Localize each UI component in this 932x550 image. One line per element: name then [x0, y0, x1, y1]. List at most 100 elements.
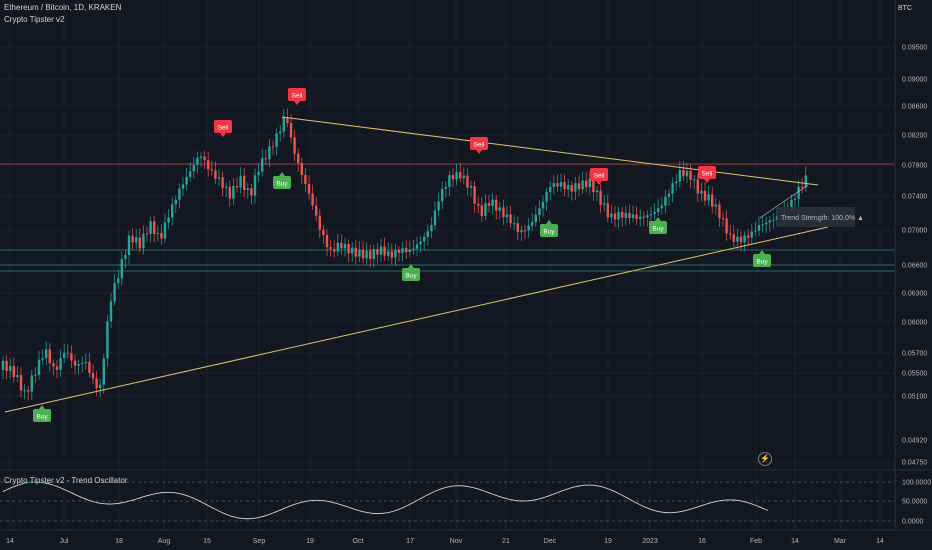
- signal-pointer: [596, 181, 602, 185]
- candle-body: [412, 248, 415, 250]
- candle-body: [466, 175, 469, 188]
- sell-signal[interactable]: Sell: [470, 137, 488, 154]
- candle-body: [700, 190, 703, 194]
- osc-segment: [284, 506, 289, 509]
- signal-label: Buy: [276, 181, 288, 188]
- osc-segment: [434, 489, 439, 492]
- signal-pointer: [759, 250, 765, 254]
- osc-segment: [68, 491, 73, 494]
- osc-segment: [485, 491, 490, 494]
- candle-body: [149, 221, 152, 234]
- sell-signal[interactable]: Sell: [698, 166, 716, 183]
- candle-body: [181, 184, 185, 189]
- osc-segment: [302, 500, 307, 503]
- candle-body: [563, 182, 566, 190]
- osc-segment: [545, 495, 550, 498]
- osc-segment: [92, 501, 97, 503]
- candle-body: [675, 181, 678, 184]
- osc-segment: [410, 501, 415, 505]
- osc-segment: [506, 498, 511, 500]
- candle-body: [415, 244, 419, 249]
- candle-body: [282, 117, 285, 132]
- osc-segment: [80, 496, 85, 499]
- buy-signal[interactable]: Buy: [402, 264, 420, 281]
- osc-segment: [617, 492, 622, 496]
- buy-signal[interactable]: Buy: [540, 220, 558, 237]
- candle-body: [138, 237, 141, 249]
- osc-segment: [128, 499, 133, 502]
- osc-segment: [338, 503, 343, 506]
- osc-segment: [638, 503, 643, 507]
- buy-signal[interactable]: Buy: [273, 172, 291, 189]
- candle-body: [27, 390, 30, 392]
- buy-signal[interactable]: Buy: [33, 405, 51, 422]
- candle-body: [239, 175, 242, 188]
- osc-segment: [56, 486, 61, 489]
- candle-body: [174, 199, 177, 205]
- osc-tick-label: 100.0000: [902, 480, 931, 487]
- price-tick-label: 0.06300: [902, 291, 927, 298]
- osc-segment: [563, 488, 568, 491]
- osc-segment: [59, 487, 64, 490]
- candle-body: [210, 169, 213, 171]
- candle-body: [642, 216, 645, 218]
- indicator-title[interactable]: Crypto Tipster v2: [4, 15, 65, 24]
- osc-segment: [509, 499, 514, 501]
- osc-segment: [440, 487, 445, 490]
- osc-segment: [137, 497, 142, 499]
- signal-label: Sell: [292, 93, 303, 100]
- osc-segment: [422, 495, 427, 498]
- osc-segment: [653, 509, 658, 512]
- time-tick-label: Nov: [450, 538, 463, 545]
- osc-segment: [680, 510, 685, 513]
- price-tick-label: 0.09000: [902, 77, 927, 84]
- sell-signal[interactable]: Sell: [590, 168, 608, 185]
- time-tick-label: Feb: [750, 538, 762, 545]
- osc-segment: [47, 483, 52, 485]
- time-tick-label: Mar: [834, 538, 847, 545]
- candle-body: [70, 353, 73, 361]
- osc-segment: [620, 494, 625, 497]
- sell-signal[interactable]: Sell: [288, 88, 306, 105]
- osc-segment: [50, 483, 55, 486]
- candle-body: [59, 357, 62, 370]
- time-tick-label: Dec: [544, 538, 557, 545]
- osc-segment: [89, 500, 94, 503]
- osc-segment: [335, 502, 340, 505]
- signal-pointer: [655, 217, 661, 221]
- osc-segment: [404, 504, 409, 508]
- symbol-title[interactable]: Ethereum / Bitcoin, 1D, KRAKEN: [4, 3, 122, 12]
- candle-body: [214, 170, 217, 179]
- sell-signal[interactable]: Sell: [214, 120, 232, 137]
- candle-body: [685, 170, 689, 177]
- lightning-icon[interactable]: ⚡: [758, 452, 772, 466]
- candle-body: [408, 249, 411, 253]
- signal-pointer: [39, 405, 45, 409]
- candle-body: [192, 165, 195, 172]
- trend-strength-box: [777, 207, 855, 227]
- candle-body: [30, 375, 33, 392]
- buy-signal[interactable]: Buy: [753, 250, 771, 267]
- candle-body: [736, 236, 739, 242]
- candle-body: [225, 186, 228, 188]
- signal-box: [753, 254, 771, 267]
- signal-label: Buy: [36, 414, 48, 421]
- candle-body: [451, 175, 455, 180]
- osc-segment: [692, 507, 697, 509]
- candle-body: [250, 188, 253, 196]
- candle-body: [145, 233, 149, 235]
- oscillator-title[interactable]: Crypto Tipster v2 - Trend Oscillator: [4, 476, 128, 485]
- osc-segment: [677, 511, 682, 513]
- candle-body: [545, 191, 548, 202]
- buy-signal[interactable]: Buy: [649, 217, 667, 234]
- candle-body: [66, 352, 69, 354]
- candle-body: [667, 193, 671, 197]
- candle-body: [754, 230, 757, 232]
- candle-body: [613, 213, 617, 220]
- candle-body: [95, 378, 98, 389]
- candle-body: [664, 196, 667, 206]
- osc-segment: [749, 502, 754, 505]
- osc-segment: [401, 506, 406, 509]
